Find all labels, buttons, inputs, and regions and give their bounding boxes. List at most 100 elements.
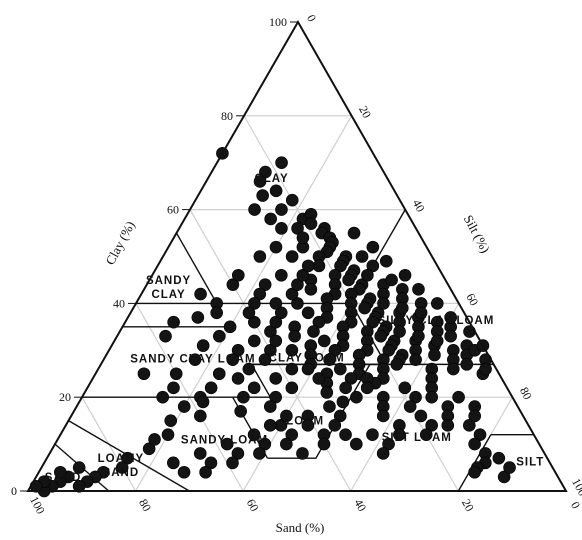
data-point — [304, 283, 318, 296]
clay-tick-label: 60 — [167, 203, 179, 217]
data-point — [339, 428, 352, 442]
data-point — [382, 437, 395, 451]
data-point — [339, 381, 352, 395]
silt-tick-label: 60 — [463, 291, 481, 308]
sand-tick-label: 0 — [568, 499, 582, 511]
data-point — [177, 400, 191, 413]
data-point — [54, 465, 67, 479]
data-point — [430, 297, 444, 310]
data-point — [366, 428, 379, 442]
data-point — [213, 329, 226, 343]
data-point — [285, 250, 299, 263]
data-point — [414, 409, 428, 423]
clay-axis-title: Clay (%) — [102, 218, 137, 267]
data-point — [196, 339, 210, 352]
data-point — [301, 259, 315, 273]
silt-axis-title: Silt (%) — [461, 212, 493, 255]
data-point — [379, 254, 393, 268]
data-point — [212, 367, 226, 381]
silt-tick-label: 0 — [304, 12, 319, 24]
data-point — [428, 348, 441, 362]
data-point — [403, 400, 417, 413]
data-point — [258, 437, 272, 451]
data-point — [366, 240, 380, 254]
data-point — [193, 447, 207, 460]
data-point — [374, 329, 388, 343]
data-point — [460, 358, 474, 371]
data-point — [264, 343, 277, 357]
data-point — [328, 343, 342, 357]
data-point — [248, 297, 261, 310]
data-point — [446, 362, 460, 376]
silt-tick-label: 80 — [517, 385, 535, 402]
silt-tick-label: 40 — [410, 197, 428, 214]
data-point — [237, 390, 250, 404]
data-point — [355, 250, 369, 263]
region-label: SAND — [45, 472, 82, 484]
data-point — [161, 428, 175, 442]
data-point — [177, 465, 191, 479]
data-point — [328, 419, 342, 432]
data-point — [425, 390, 439, 404]
sand-tick-label: 40 — [351, 497, 369, 514]
data-point — [366, 259, 380, 273]
data-point — [234, 404, 247, 418]
data-point — [269, 297, 283, 310]
data-point — [226, 278, 240, 291]
data-points — [29, 147, 516, 498]
data-point — [253, 250, 267, 263]
data-point — [72, 480, 86, 493]
data-point — [323, 400, 336, 413]
data-point — [258, 353, 272, 366]
data-point — [360, 381, 374, 395]
data-point — [347, 226, 361, 240]
sand-tick-label: 20 — [459, 497, 477, 514]
data-point — [231, 343, 245, 357]
data-point — [503, 461, 516, 474]
data-point — [376, 447, 390, 460]
data-point — [398, 268, 412, 282]
data-point — [342, 273, 355, 287]
data-point — [320, 386, 334, 399]
data-point — [285, 287, 299, 301]
data-point — [323, 353, 336, 366]
data-point — [242, 362, 256, 376]
data-point — [269, 240, 283, 254]
data-point — [263, 400, 277, 413]
data-point — [285, 428, 299, 442]
data-point — [159, 329, 172, 343]
data-point — [204, 381, 218, 395]
data-point — [167, 381, 180, 395]
data-point — [269, 315, 283, 329]
data-point — [441, 419, 455, 432]
data-point — [393, 428, 406, 442]
data-point — [301, 419, 315, 432]
region-label: SILT LOAM — [382, 432, 452, 444]
clay-tick-label: 0 — [11, 484, 17, 498]
data-point — [333, 362, 347, 376]
data-point — [463, 325, 476, 338]
data-point — [412, 329, 425, 343]
data-point — [307, 325, 320, 338]
data-point — [393, 325, 406, 338]
data-point — [479, 362, 492, 376]
data-point — [188, 353, 202, 366]
region-labels: CLAY SANDY CLAY SANDY CLAY LOAM CLAY LOAM SIL… — [45, 173, 544, 484]
data-point — [115, 461, 129, 474]
data-point — [148, 433, 161, 446]
data-point — [167, 315, 180, 329]
clay-tick-label: 20 — [59, 390, 71, 404]
data-point — [191, 311, 205, 324]
data-point — [253, 175, 267, 188]
data-point — [248, 203, 261, 216]
data-point — [349, 437, 363, 451]
data-point — [291, 297, 304, 310]
region-label: CLAY — [254, 173, 288, 185]
data-point — [361, 268, 374, 282]
data-point — [253, 287, 267, 301]
data-point — [248, 315, 261, 329]
data-point — [275, 203, 288, 216]
data-point — [430, 334, 444, 348]
sand-tick-label: 60 — [244, 497, 262, 514]
